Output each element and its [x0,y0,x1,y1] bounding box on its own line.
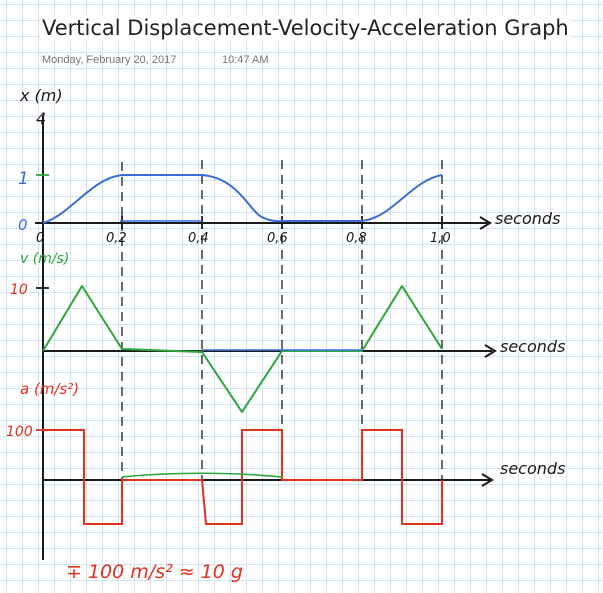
acceleration-y-tick-100: 100 [6,424,33,440]
acceleration-green-baseline [121,472,283,478]
velocity-x-axis [43,344,497,358]
acceleration-x-axis-label: seconds [500,459,565,478]
velocity-y-label: v (m/s) [20,251,69,267]
time-guides [121,160,443,480]
position-series [42,174,443,224]
x-tick-label-4: 0,8 [346,231,367,246]
x-tick-label-3: 0,6 [267,231,288,246]
x-tick-label-1: 0,2 [106,231,127,246]
x-tick-label-5: 1,0 [430,231,451,246]
page-title: Vertical Displacement-Velocity-Accelerat… [40,16,571,40]
velocity-x-axis-label: seconds [500,337,565,356]
x-tick-label-0: 0 [36,231,44,246]
page-date: Monday, February 20, 2017 [42,54,177,66]
position-y-tick-1: 1 [18,169,29,189]
position-x-axis [35,216,492,230]
x-tick-label-2: 0,4 [188,231,209,246]
velocity-series [42,285,443,413]
acceleration-y-label: a (m/s²) [20,380,79,398]
position-x-axis-label: seconds [495,209,560,228]
position-y-label: x (m) [19,86,63,105]
acceleration-x-axis [43,473,494,487]
x-tick-marks [121,216,443,229]
velocity-y-tick-10: 10 [10,282,28,298]
position-y-tick-top: 4 [36,109,46,128]
position-y-tick-0: 0 [18,216,28,234]
footnote: ∓ 100 m/s² ≈ 10 g [66,561,243,583]
page-time: 10:47 AM [222,54,269,66]
acceleration-series [43,429,443,525]
